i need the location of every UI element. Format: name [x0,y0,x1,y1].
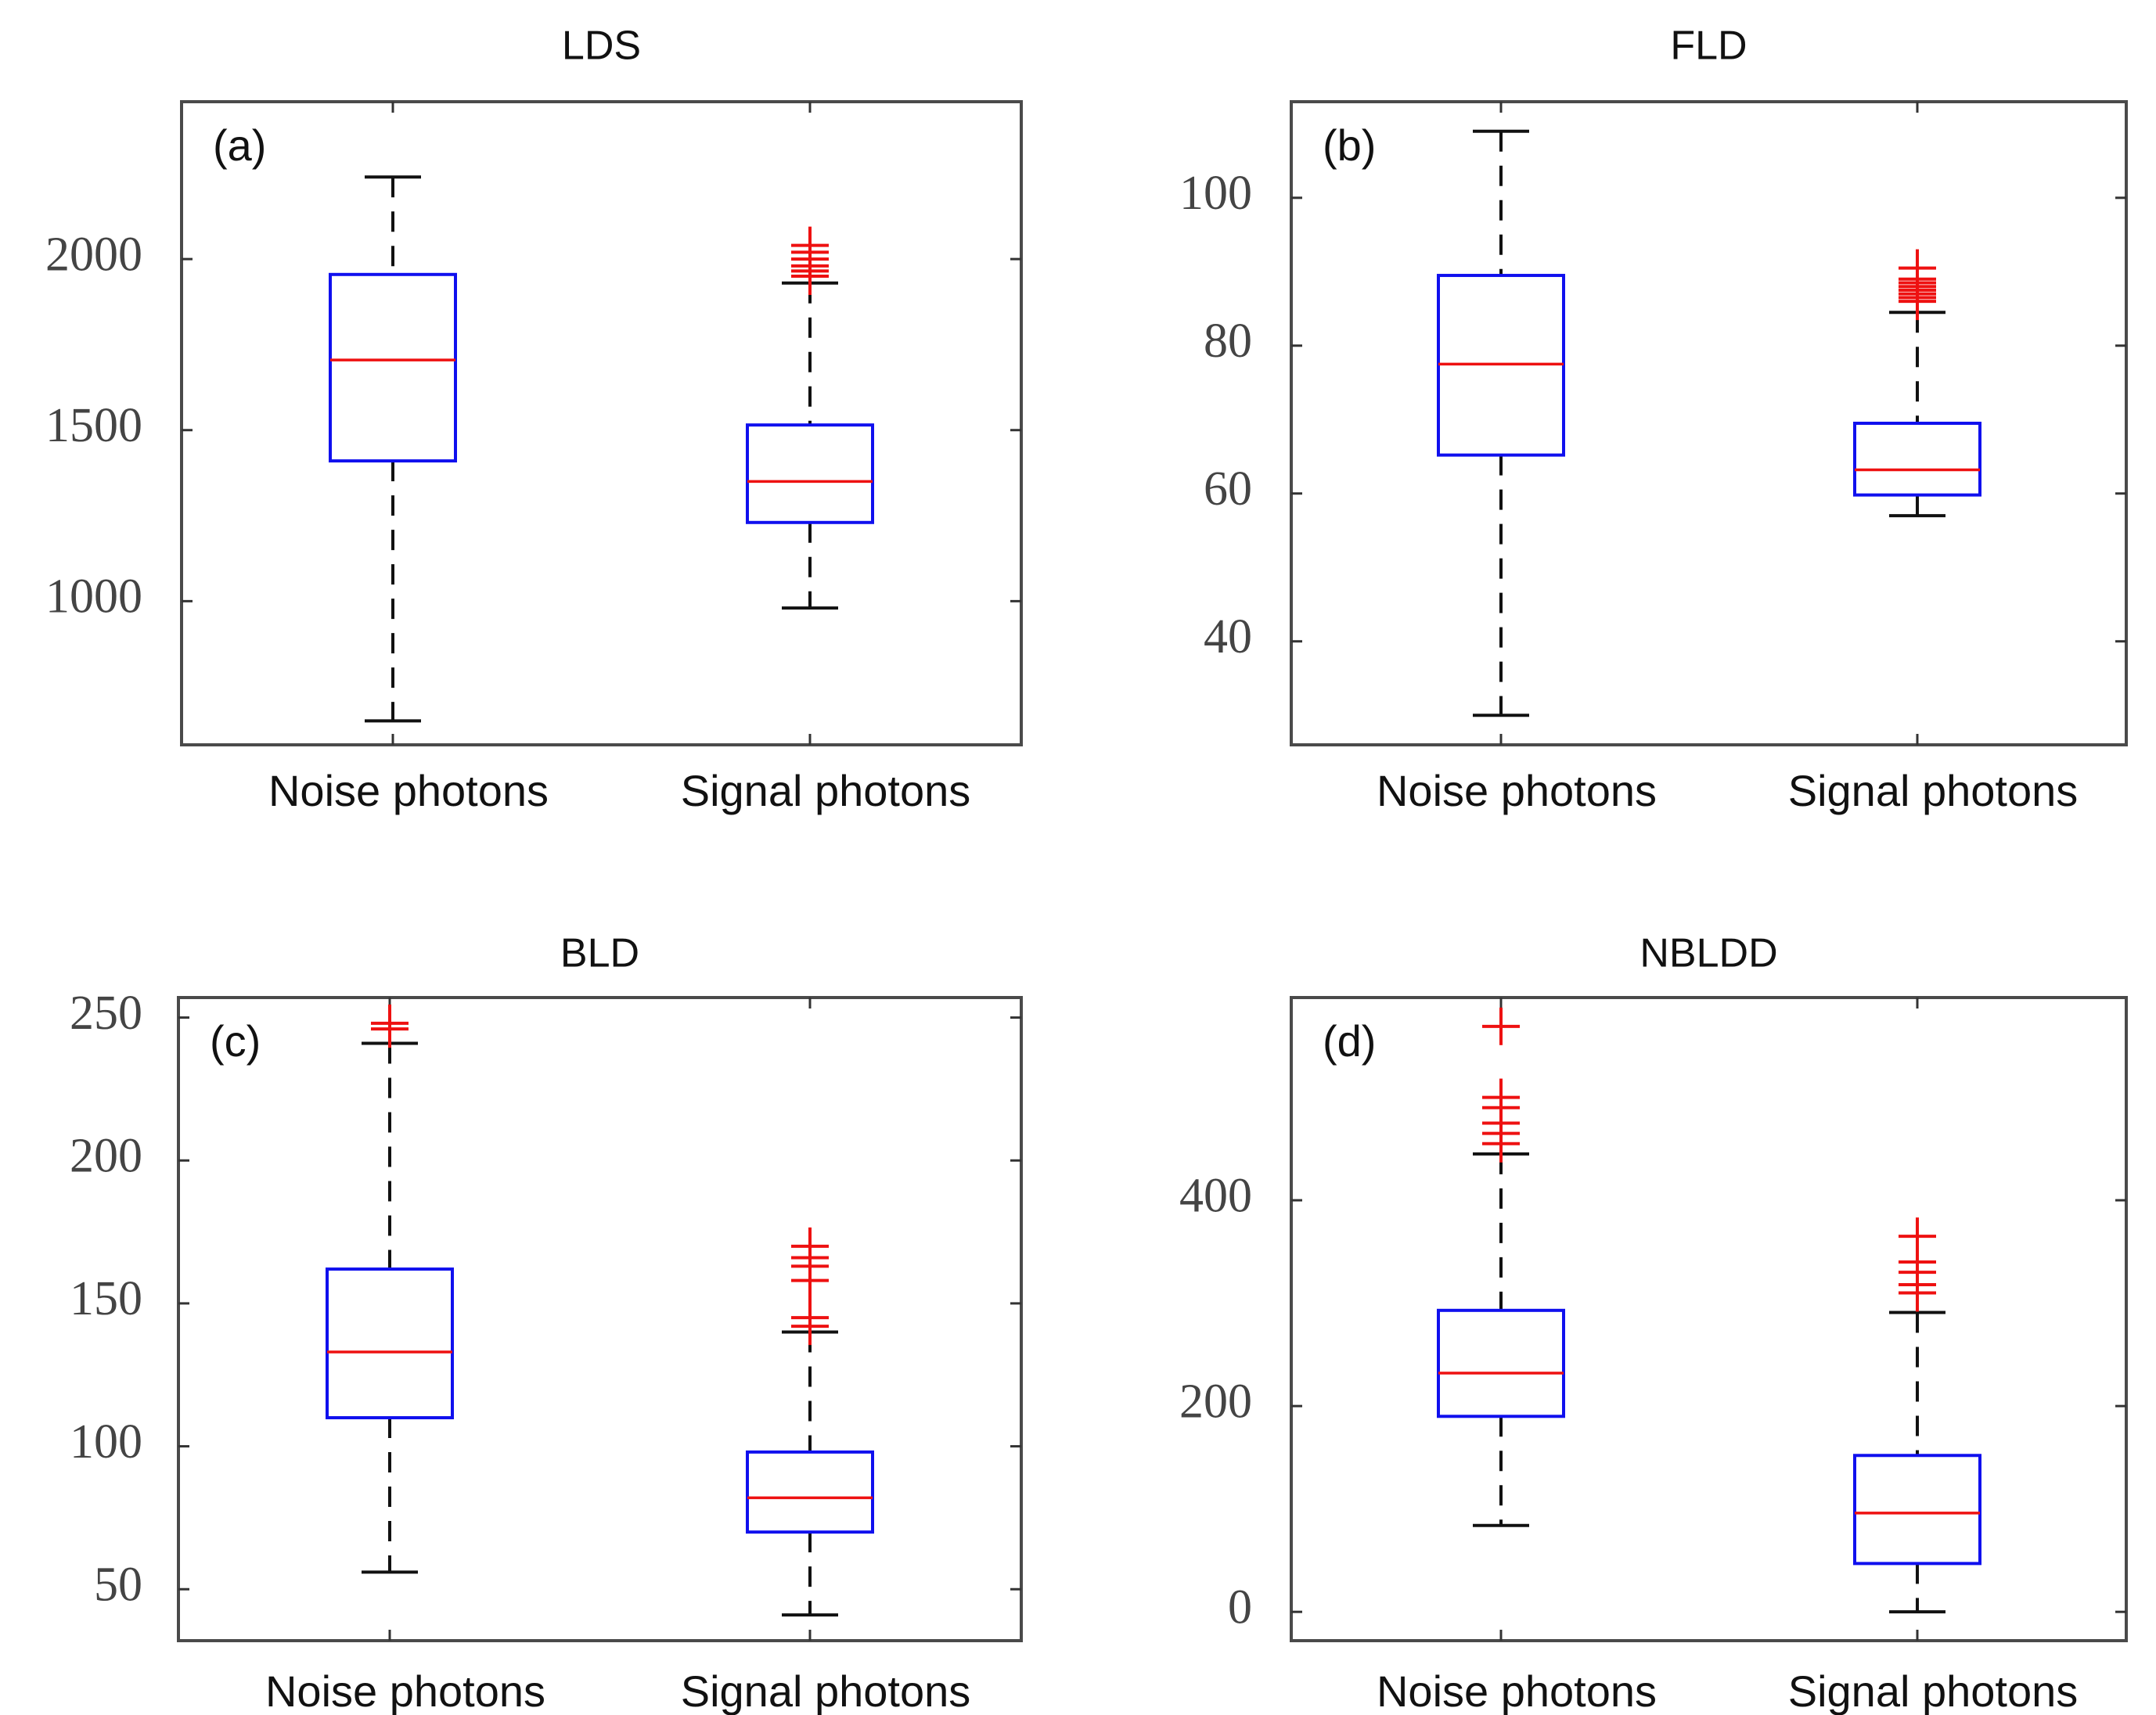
box-plot-signal [746,226,874,610]
plot-frame [180,100,1023,746]
chart-title: LDS [562,23,641,69]
y-tick-label: 1000 [45,570,142,624]
y-tick-label: 80 [1204,315,1252,368]
plot-frame [177,996,1023,1642]
box-plot-signal [1853,249,1981,518]
x-tick-label: Noise photons [1377,1666,1657,1715]
x-tick-label: Noise photons [1377,766,1657,815]
iqr-box [746,423,874,524]
panel-label: (b) [1323,120,1376,170]
panel-label: (a) [213,120,266,170]
y-tick-label: 50 [94,1558,142,1611]
box-plot-signal [746,1227,874,1617]
y-tick-label: 100 [70,1415,142,1469]
x-tick-label: Signal photons [1788,766,2079,815]
y-tick-label: 0 [1228,1580,1252,1634]
y-tick-label: 100 [1179,167,1252,220]
iqr-box [1853,1454,1981,1566]
iqr-box [746,1450,874,1534]
outlier-marker [1899,1217,1936,1256]
box-plot-noise [326,1004,454,1574]
chart-panel-2: FLD (b) 40 60 80 100 Noise photons Signal photo… [1179,23,2128,815]
y-tick-label: 60 [1204,462,1252,516]
box-plot-noise [1437,129,1565,717]
chart-panel-3: BLD (c) 50 100 150 200 250 Noise photons Signal … [70,931,1023,1715]
y-tick-label: 200 [70,1129,142,1182]
chart-title: BLD [560,931,639,976]
box-plot-noise [329,175,457,723]
outlier-marker [791,226,829,264]
plot-frame [1290,100,2128,746]
outlier-marker [371,1004,409,1042]
iqr-box [326,1267,454,1420]
iqr-box [1853,422,1981,497]
box-plot-signal [1853,1217,1981,1614]
plot-frame [1290,996,2128,1642]
chart-title: FLD [1670,23,1747,69]
y-tick-label: 150 [70,1272,142,1325]
outlier-marker [791,1299,829,1337]
y-tick-label: 200 [1179,1375,1252,1428]
y-tick-label: 2000 [45,228,142,281]
panel-label: (d) [1323,1016,1376,1066]
iqr-box [1437,1308,1565,1418]
panel-label: (c) [210,1016,261,1066]
y-tick-label: 250 [70,987,142,1040]
outlier-marker [1899,249,1936,287]
x-tick-label: Signal photons [681,766,971,815]
x-tick-label: Noise photons [268,766,549,815]
chart-title: NBLDD [1639,931,1777,976]
chart-panel-4: NBLDD (d) 0 200 400 Noise photons Signal photo… [1179,931,2128,1715]
outlier-marker [791,1227,829,1265]
y-tick-label: 1500 [45,399,142,452]
chart-panel-1: LDS (a) 1000 1500 2000 Noise photons Signal ph… [45,23,1023,815]
outlier-marker [1482,1007,1520,1045]
outlier-marker [1482,1078,1520,1116]
iqr-box [329,272,457,463]
x-tick-label: Signal photons [1788,1666,2079,1715]
y-tick-label: 400 [1179,1169,1252,1222]
y-tick-label: 40 [1204,610,1252,663]
x-tick-label: Signal photons [681,1666,971,1715]
box-plot-noise [1437,1007,1565,1527]
x-tick-label: Noise photons [265,1666,545,1715]
